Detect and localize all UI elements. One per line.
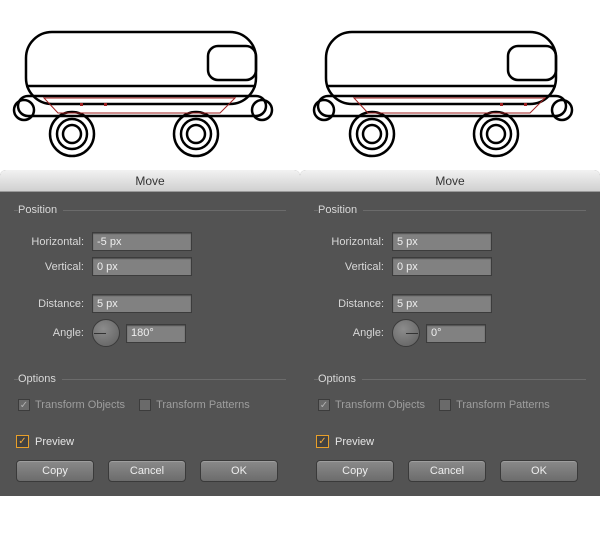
- angle-dial[interactable]: [92, 319, 120, 347]
- selection-shape: [44, 98, 235, 113]
- angle-input[interactable]: [426, 324, 486, 343]
- transform-objects-checkbox[interactable]: ✓Transform Objects: [318, 399, 425, 411]
- artboard-left: [0, 0, 300, 170]
- angle-label: Angle:: [318, 327, 392, 339]
- position-legend: Position: [18, 204, 63, 216]
- ok-button[interactable]: OK: [500, 460, 578, 482]
- horizontal-label: Horizontal:: [318, 236, 392, 248]
- horizontal-label: Horizontal:: [18, 236, 92, 248]
- anchor-point: [524, 103, 527, 106]
- vertical-label: Vertical:: [318, 261, 392, 273]
- dialog-row: Move Position Horizontal: Vertical: Dist…: [0, 170, 600, 496]
- options-group: Options ✓Transform Objects Transform Pat…: [314, 373, 586, 427]
- ok-button[interactable]: OK: [200, 460, 278, 482]
- artboard-row: [0, 0, 600, 170]
- vertical-input[interactable]: [92, 257, 192, 276]
- preview-checkbox[interactable]: ✓Preview: [16, 435, 286, 448]
- move-dialog-right: Move Position Horizontal: Vertical: Dist…: [300, 170, 600, 496]
- cancel-button[interactable]: Cancel: [108, 460, 186, 482]
- copy-button[interactable]: Copy: [16, 460, 94, 482]
- anchor-point: [500, 103, 503, 106]
- copy-button[interactable]: Copy: [316, 460, 394, 482]
- horizontal-input[interactable]: [392, 232, 492, 251]
- dialog-title: Move: [300, 170, 600, 192]
- move-dialog-left: Move Position Horizontal: Vertical: Dist…: [0, 170, 300, 496]
- vertical-input[interactable]: [392, 257, 492, 276]
- transform-objects-checkbox[interactable]: ✓Transform Objects: [18, 399, 125, 411]
- cancel-button[interactable]: Cancel: [408, 460, 486, 482]
- position-group: Position Horizontal: Vertical: Distance:…: [314, 204, 586, 365]
- dialog-title: Move: [0, 170, 300, 192]
- angle-label: Angle:: [18, 327, 92, 339]
- options-legend: Options: [318, 373, 362, 385]
- options-legend: Options: [18, 373, 62, 385]
- distance-label: Distance:: [318, 298, 392, 310]
- transform-patterns-checkbox[interactable]: Transform Patterns: [139, 399, 250, 411]
- transform-patterns-checkbox[interactable]: Transform Patterns: [439, 399, 550, 411]
- distance-input[interactable]: [392, 294, 492, 313]
- distance-label: Distance:: [18, 298, 92, 310]
- artboard-right: [300, 0, 600, 170]
- options-group: Options ✓Transform Objects Transform Pat…: [14, 373, 286, 427]
- position-group: Position Horizontal: Vertical: Distance:…: [14, 204, 286, 365]
- position-legend: Position: [318, 204, 363, 216]
- selection-shape: [354, 98, 545, 113]
- angle-input[interactable]: [126, 324, 186, 343]
- distance-input[interactable]: [92, 294, 192, 313]
- anchor-point: [80, 103, 83, 106]
- anchor-point: [104, 103, 107, 106]
- angle-dial[interactable]: [392, 319, 420, 347]
- vertical-label: Vertical:: [18, 261, 92, 273]
- horizontal-input[interactable]: [92, 232, 192, 251]
- preview-checkbox[interactable]: ✓Preview: [316, 435, 586, 448]
